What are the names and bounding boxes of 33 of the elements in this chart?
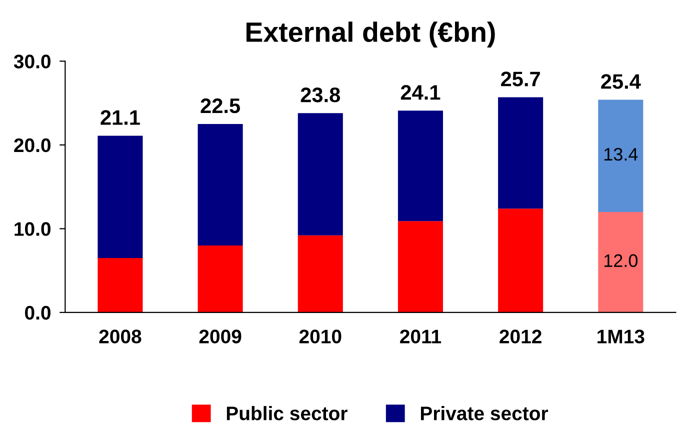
x-tick-label: 2011 — [400, 330, 442, 344]
chart-title: External debt (€bn) — [246, 22, 495, 48]
x-tick-label: 1M13 — [598, 330, 644, 344]
bar — [498, 208, 544, 312]
y-tick-label: 30.0 — [14, 54, 50, 68]
total-label: 25.4 — [601, 74, 641, 89]
x-tick-label: 2012 — [500, 330, 542, 344]
x-tick-label: 2009 — [199, 330, 242, 344]
y-tick-label: 10.0 — [14, 222, 50, 236]
data-label: 13.4 — [604, 148, 638, 161]
bar — [98, 258, 143, 312]
legend-label: Public sector — [226, 406, 348, 420]
x-tick-label: 2008 — [99, 330, 142, 344]
total-label: 23.8 — [300, 88, 340, 102]
bar — [398, 110, 444, 222]
y-tick-label: 20.0 — [14, 138, 50, 152]
bar — [598, 100, 644, 212]
data-label: 12.0 — [604, 254, 638, 268]
bar — [298, 235, 343, 312]
y-tick-label: 0.0 — [25, 306, 50, 320]
total-label: 24.1 — [400, 85, 440, 100]
total-label: 21.1 — [100, 110, 140, 125]
legend-label: Private sector — [420, 406, 548, 420]
total-label: 25.7 — [501, 72, 540, 86]
bar — [598, 212, 644, 312]
bar — [298, 113, 343, 236]
bar — [98, 136, 143, 258]
total-label: 22.5 — [200, 98, 240, 114]
bar — [198, 245, 243, 312]
bar — [498, 97, 544, 209]
bar — [198, 124, 243, 246]
x-tick-label: 2010 — [299, 330, 342, 344]
bar — [398, 221, 444, 312]
